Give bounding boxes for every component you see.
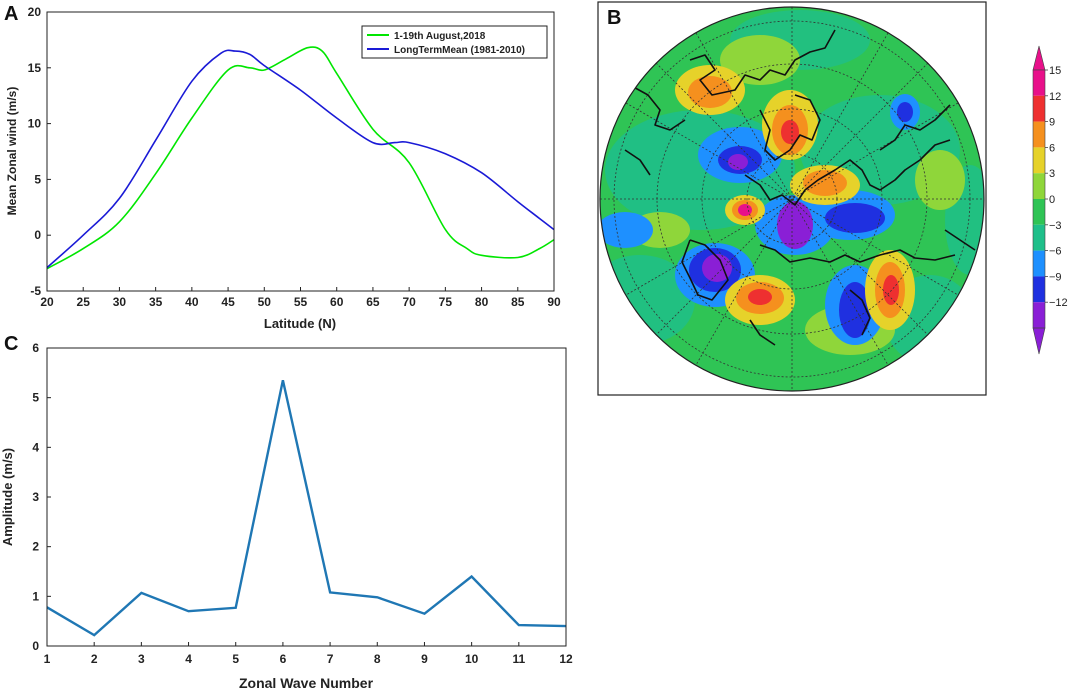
colorbar-tick-label: −3	[1049, 220, 1062, 232]
x-tick-label: 4	[185, 652, 192, 666]
colorbar-tick-label: 12	[1049, 91, 1061, 103]
colorbar: 15 12 9 6 3 0 −3 −6 −9 −12	[1032, 45, 1068, 355]
y-tick-label: 1	[32, 589, 39, 603]
colorbar-tick-label: −6	[1049, 246, 1062, 258]
x-tick-label: 75	[439, 295, 453, 309]
map-coastlines	[624, 29, 976, 346]
x-tick-label: 45	[221, 295, 235, 309]
panel-a-xlabel: Latitude (N)	[264, 316, 336, 331]
panel-a-ylabel: Mean Zonal wind (m/s)	[5, 87, 19, 216]
colorbar-tick-label: 9	[1049, 117, 1055, 129]
x-tick-label: 2	[91, 652, 98, 666]
x-tick-label: 7	[327, 652, 334, 666]
x-tick-label: 25	[77, 295, 91, 309]
legend-label-ltm: LongTermMean (1981-2010)	[394, 45, 525, 56]
field-orange-anomaly	[803, 170, 847, 196]
colorbar-tick-label: −9	[1049, 271, 1062, 283]
colorbar-extend-top	[1032, 45, 1046, 71]
y-tick-label: 5	[34, 172, 41, 186]
field-purple-minimum	[702, 254, 732, 282]
map-outline	[599, 6, 985, 392]
x-tick-label: 60	[330, 295, 344, 309]
y-tick-label: -5	[30, 284, 41, 298]
x-tick-label: 35	[149, 295, 163, 309]
panel-c-ylabel: Amplitude (m/s)	[0, 448, 15, 546]
colorbar-extend-bottom	[1032, 327, 1046, 355]
panel-c-xlabel: Zonal Wave Number	[239, 675, 374, 691]
legend-box	[361, 25, 548, 59]
x-tick-label: 5	[232, 652, 239, 666]
series-line-longterm-mean	[47, 49, 554, 269]
colorbar-segment	[1033, 199, 1045, 225]
x-tick-label: 6	[280, 652, 287, 666]
y-tick-label: 15	[28, 61, 42, 75]
y-tick-label: 5	[32, 391, 39, 405]
colorbar-segment	[1033, 173, 1045, 199]
series-line-amplitude	[47, 380, 566, 637]
field-purple-minimum	[777, 201, 813, 249]
series-line-2018	[47, 46, 554, 270]
colorbar-tick-label: 15	[1049, 65, 1061, 77]
field-magenta-maximum	[738, 204, 752, 216]
colorbar-segment	[1033, 70, 1045, 96]
panel-c-axes-frame	[46, 347, 567, 647]
colorbar-segment	[1033, 250, 1045, 277]
map-graticule	[600, 7, 984, 391]
y-tick-label: 3	[32, 490, 39, 504]
x-tick-label: 1	[44, 652, 51, 666]
colorbar-segment	[1033, 147, 1045, 174]
x-tick-label: 80	[475, 295, 489, 309]
x-tick-label: 12	[559, 652, 573, 666]
colorbar-tick-label: 0	[1049, 194, 1055, 206]
panel-a-axes-frame	[46, 11, 555, 292]
panel-c-letter: C	[4, 333, 18, 355]
x-tick-label: 9	[421, 652, 428, 666]
x-tick-label: 10	[465, 652, 479, 666]
y-tick-label: 0	[34, 228, 41, 242]
colorbar-segment	[1033, 302, 1045, 328]
panel-b-letter: B	[607, 7, 621, 29]
x-tick-label: 3	[138, 652, 145, 666]
y-tick-label: 2	[32, 540, 39, 554]
x-tick-label: 65	[366, 295, 380, 309]
x-tick-label: 11	[512, 652, 525, 666]
panel-a: A 20 25 30 35 40 45 50 55 60 65 70 75 80 85 90 -5 0 5 10 15…	[4, 3, 561, 331]
x-tick-label: 90	[547, 295, 561, 309]
legend-label-2018: 1-19th August,2018	[394, 31, 486, 42]
x-tick-label: 20	[40, 295, 54, 309]
field-red-maximum	[883, 275, 899, 305]
x-tick-label: 85	[511, 295, 525, 309]
colorbar-tick-label: 6	[1049, 142, 1055, 154]
x-tick-label: 55	[294, 295, 308, 309]
colorbar-segment	[1033, 276, 1045, 303]
colorbar-tick-label: 3	[1049, 168, 1055, 180]
x-tick-label: 8	[374, 652, 381, 666]
colorbar-segment	[1033, 224, 1045, 251]
y-tick-label: 4	[32, 440, 39, 454]
x-tick-label: 50	[258, 295, 272, 309]
y-tick-label: 0	[32, 639, 39, 653]
panel-a-legend: 1-19th August,2018 LongTermMean (1981-20…	[361, 25, 548, 59]
panel-b: B 15 12 9 6 3 0 −3 −6 −9 −12	[597, 1, 1068, 396]
y-tick-label: 20	[28, 5, 42, 19]
field-blue-anomaly	[600, 212, 653, 248]
y-tick-label: 6	[32, 341, 39, 355]
colorbar-segment	[1033, 95, 1045, 122]
field-lightgreen-patch	[915, 150, 965, 210]
field-red-maximum	[781, 120, 799, 144]
field-darkblue-anomaly	[839, 282, 871, 338]
x-tick-label: 30	[113, 295, 127, 309]
colorbar-tick-label: −12	[1049, 297, 1068, 309]
field-darkblue-anomaly	[897, 102, 913, 122]
field-darkblue-anomaly	[825, 203, 885, 233]
colorbar-segment	[1033, 121, 1045, 148]
x-tick-label: 70	[402, 295, 416, 309]
field-purple-minimum	[728, 154, 748, 170]
x-tick-label: 40	[185, 295, 199, 309]
panel-a-letter: A	[4, 3, 18, 25]
field-red-maximum	[748, 289, 772, 305]
y-tick-label: 10	[28, 117, 42, 131]
